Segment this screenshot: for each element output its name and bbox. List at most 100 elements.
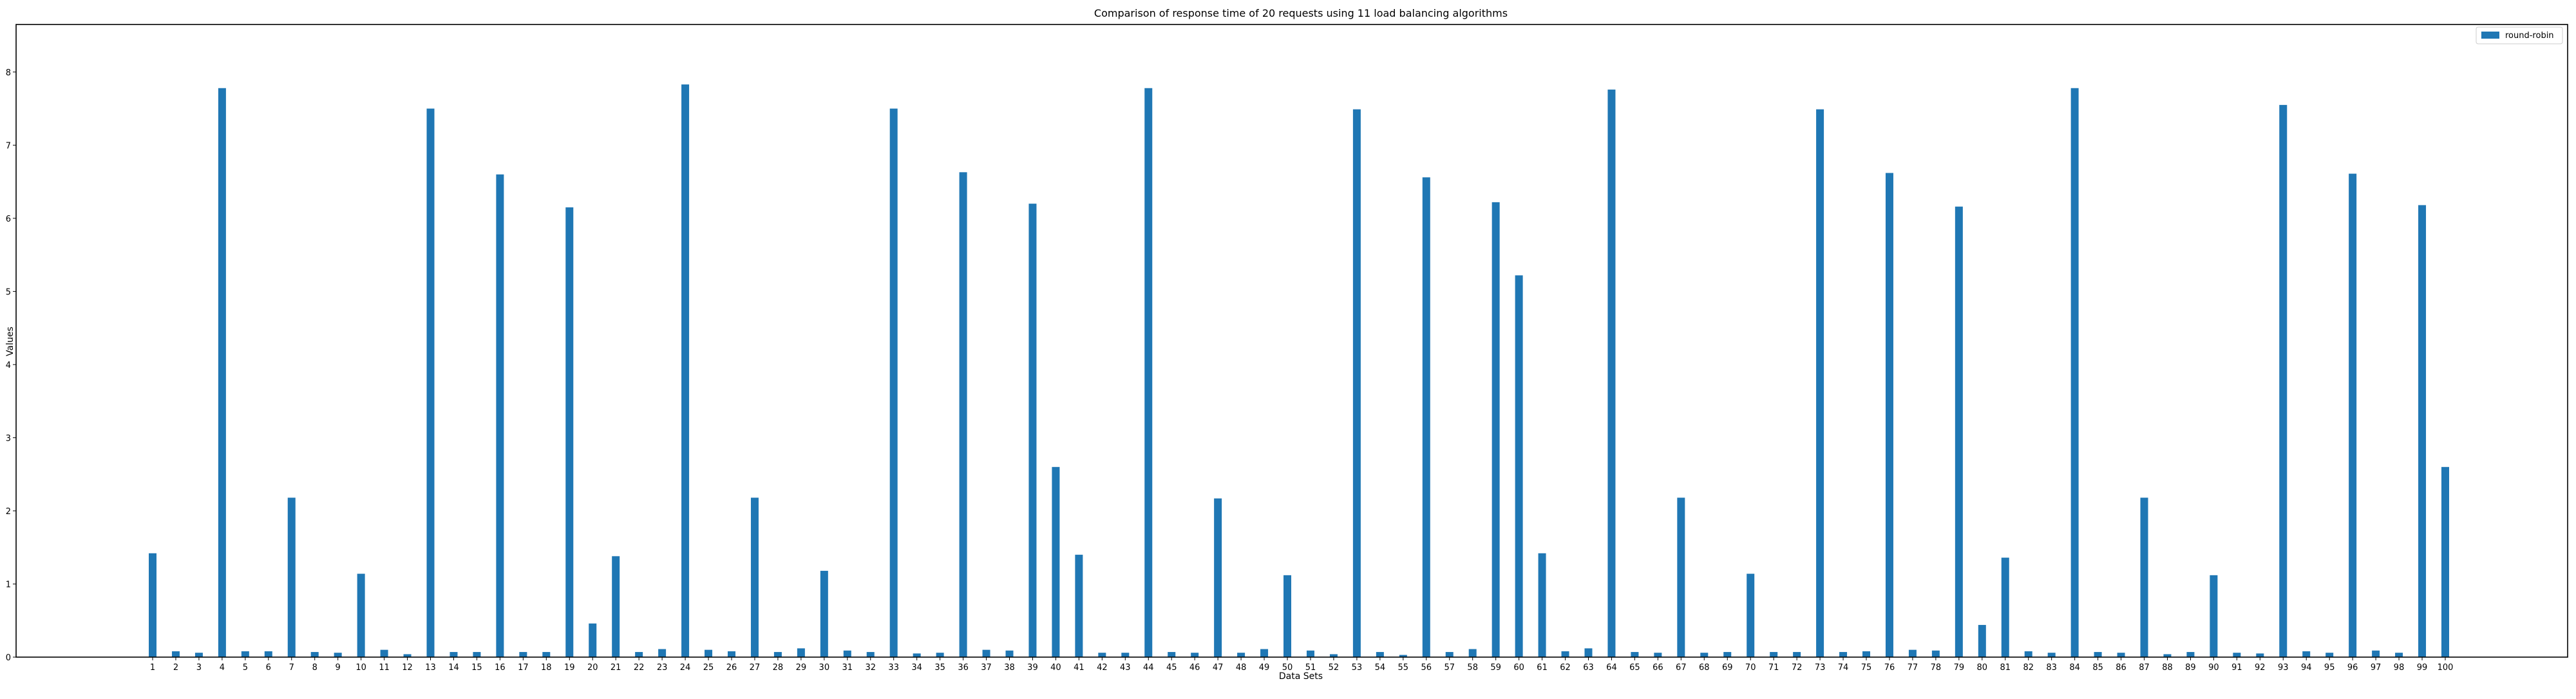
x-tick-label: 41 [1074, 663, 1084, 673]
x-tick-label: 37 [981, 663, 992, 673]
bar [820, 571, 828, 657]
x-tick-label: 99 [2417, 663, 2428, 673]
x-tick-label: 45 [1166, 663, 1177, 673]
bar [1561, 651, 1569, 657]
y-tick-label: 1 [6, 580, 11, 589]
bar [1515, 275, 1523, 657]
bar [1816, 109, 1824, 657]
bar [1098, 653, 1106, 657]
x-tick-label: 50 [1282, 663, 1293, 673]
bar [1723, 652, 1732, 657]
bar [1631, 652, 1639, 657]
bar [635, 652, 643, 657]
x-tick-label: 98 [2394, 663, 2405, 673]
x-tick-label: 6 [266, 663, 271, 673]
bar [1492, 202, 1500, 657]
bar [450, 652, 458, 657]
bar [1237, 653, 1245, 657]
x-tick-label: 61 [1537, 663, 1548, 673]
x-tick-label: 20 [587, 663, 598, 673]
x-tick-label: 65 [1629, 663, 1640, 673]
x-tick-label: 47 [1213, 663, 1224, 673]
bar [2070, 88, 2079, 657]
x-tick-label: 94 [2301, 663, 2312, 673]
x-tick-label: 84 [2069, 663, 2080, 673]
bar [982, 649, 990, 657]
bar [1028, 204, 1037, 657]
x-tick-label: 70 [1745, 663, 1756, 673]
x-tick-label: 21 [611, 663, 621, 673]
x-tick-label: 66 [1653, 663, 1663, 673]
bar [2302, 651, 2311, 657]
bar [1005, 650, 1014, 657]
bar [1075, 555, 1083, 657]
x-tick-label: 68 [1699, 663, 1710, 673]
bar [1283, 575, 1292, 657]
bar [473, 652, 481, 657]
x-tick-label: 78 [1931, 663, 1942, 673]
x-tick-label: 39 [1027, 663, 1038, 673]
x-axis-ticks: 1 2 3 4 5 6 7 8 9 10 11 12 13 14 15 16 17 18 19 20 21 22 23 24 2… [150, 657, 2453, 673]
x-tick-label: 96 [2347, 663, 2358, 673]
bar [2233, 653, 2241, 657]
x-tick-label: 90 [2208, 663, 2219, 673]
bar [1306, 650, 1314, 657]
bar [1908, 649, 1917, 657]
x-tick-label: 87 [2139, 663, 2150, 673]
bar [913, 653, 921, 657]
bar [1329, 654, 1338, 657]
x-tick-label: 74 [1838, 663, 1849, 673]
bar [2256, 653, 2264, 657]
bar [264, 651, 272, 657]
legend: round-robin [2476, 26, 2563, 44]
bar [403, 654, 412, 657]
bar [1422, 177, 1430, 657]
x-tick-label: 26 [726, 663, 737, 673]
bar [866, 652, 875, 657]
x-tick-label: 71 [1768, 663, 1779, 673]
x-tick-label: 58 [1467, 663, 1478, 673]
x-tick-label: 18 [541, 663, 552, 673]
x-tick-label: 54 [1375, 663, 1386, 673]
x-tick-label: 60 [1513, 663, 1524, 673]
bar [612, 556, 620, 657]
bar [843, 650, 851, 657]
legend-box [2476, 26, 2563, 44]
bar [750, 497, 759, 657]
y-tick-label: 0 [6, 653, 11, 663]
x-tick-label: 30 [819, 663, 830, 673]
bar [1793, 652, 1801, 657]
y-tick-label: 8 [6, 68, 11, 78]
x-tick-label: 1 [150, 663, 155, 673]
bar [2117, 653, 2125, 657]
x-tick-label: 64 [1606, 663, 1617, 673]
x-tick-label: 88 [2162, 663, 2173, 673]
bar [681, 84, 690, 658]
x-tick-label: 51 [1305, 663, 1316, 673]
x-tick-label: 14 [448, 663, 459, 673]
x-tick-label: 23 [657, 663, 668, 673]
bar [149, 553, 156, 657]
x-tick-label: 48 [1236, 663, 1247, 673]
x-tick-label: 72 [1792, 663, 1803, 673]
y-axis-label: Values [5, 327, 15, 356]
x-tick-label: 97 [2371, 663, 2382, 673]
x-tick-label: 33 [888, 663, 899, 673]
bar [171, 651, 180, 657]
bar [519, 652, 527, 657]
bar [1191, 653, 1199, 657]
x-tick-label: 56 [1421, 663, 1432, 673]
x-tick-label: 80 [1977, 663, 1988, 673]
bar [1677, 497, 1685, 657]
bar [959, 172, 967, 657]
bar [1445, 652, 1454, 657]
x-tick-label: 34 [911, 663, 922, 673]
bar [1468, 649, 1477, 657]
bar [2163, 654, 2172, 657]
x-tick-label: 95 [2324, 663, 2335, 673]
x-tick-label: 93 [2278, 663, 2289, 673]
x-tick-label: 63 [1583, 663, 1594, 673]
x-tick-label: 89 [2185, 663, 2196, 673]
bar [2186, 652, 2195, 657]
